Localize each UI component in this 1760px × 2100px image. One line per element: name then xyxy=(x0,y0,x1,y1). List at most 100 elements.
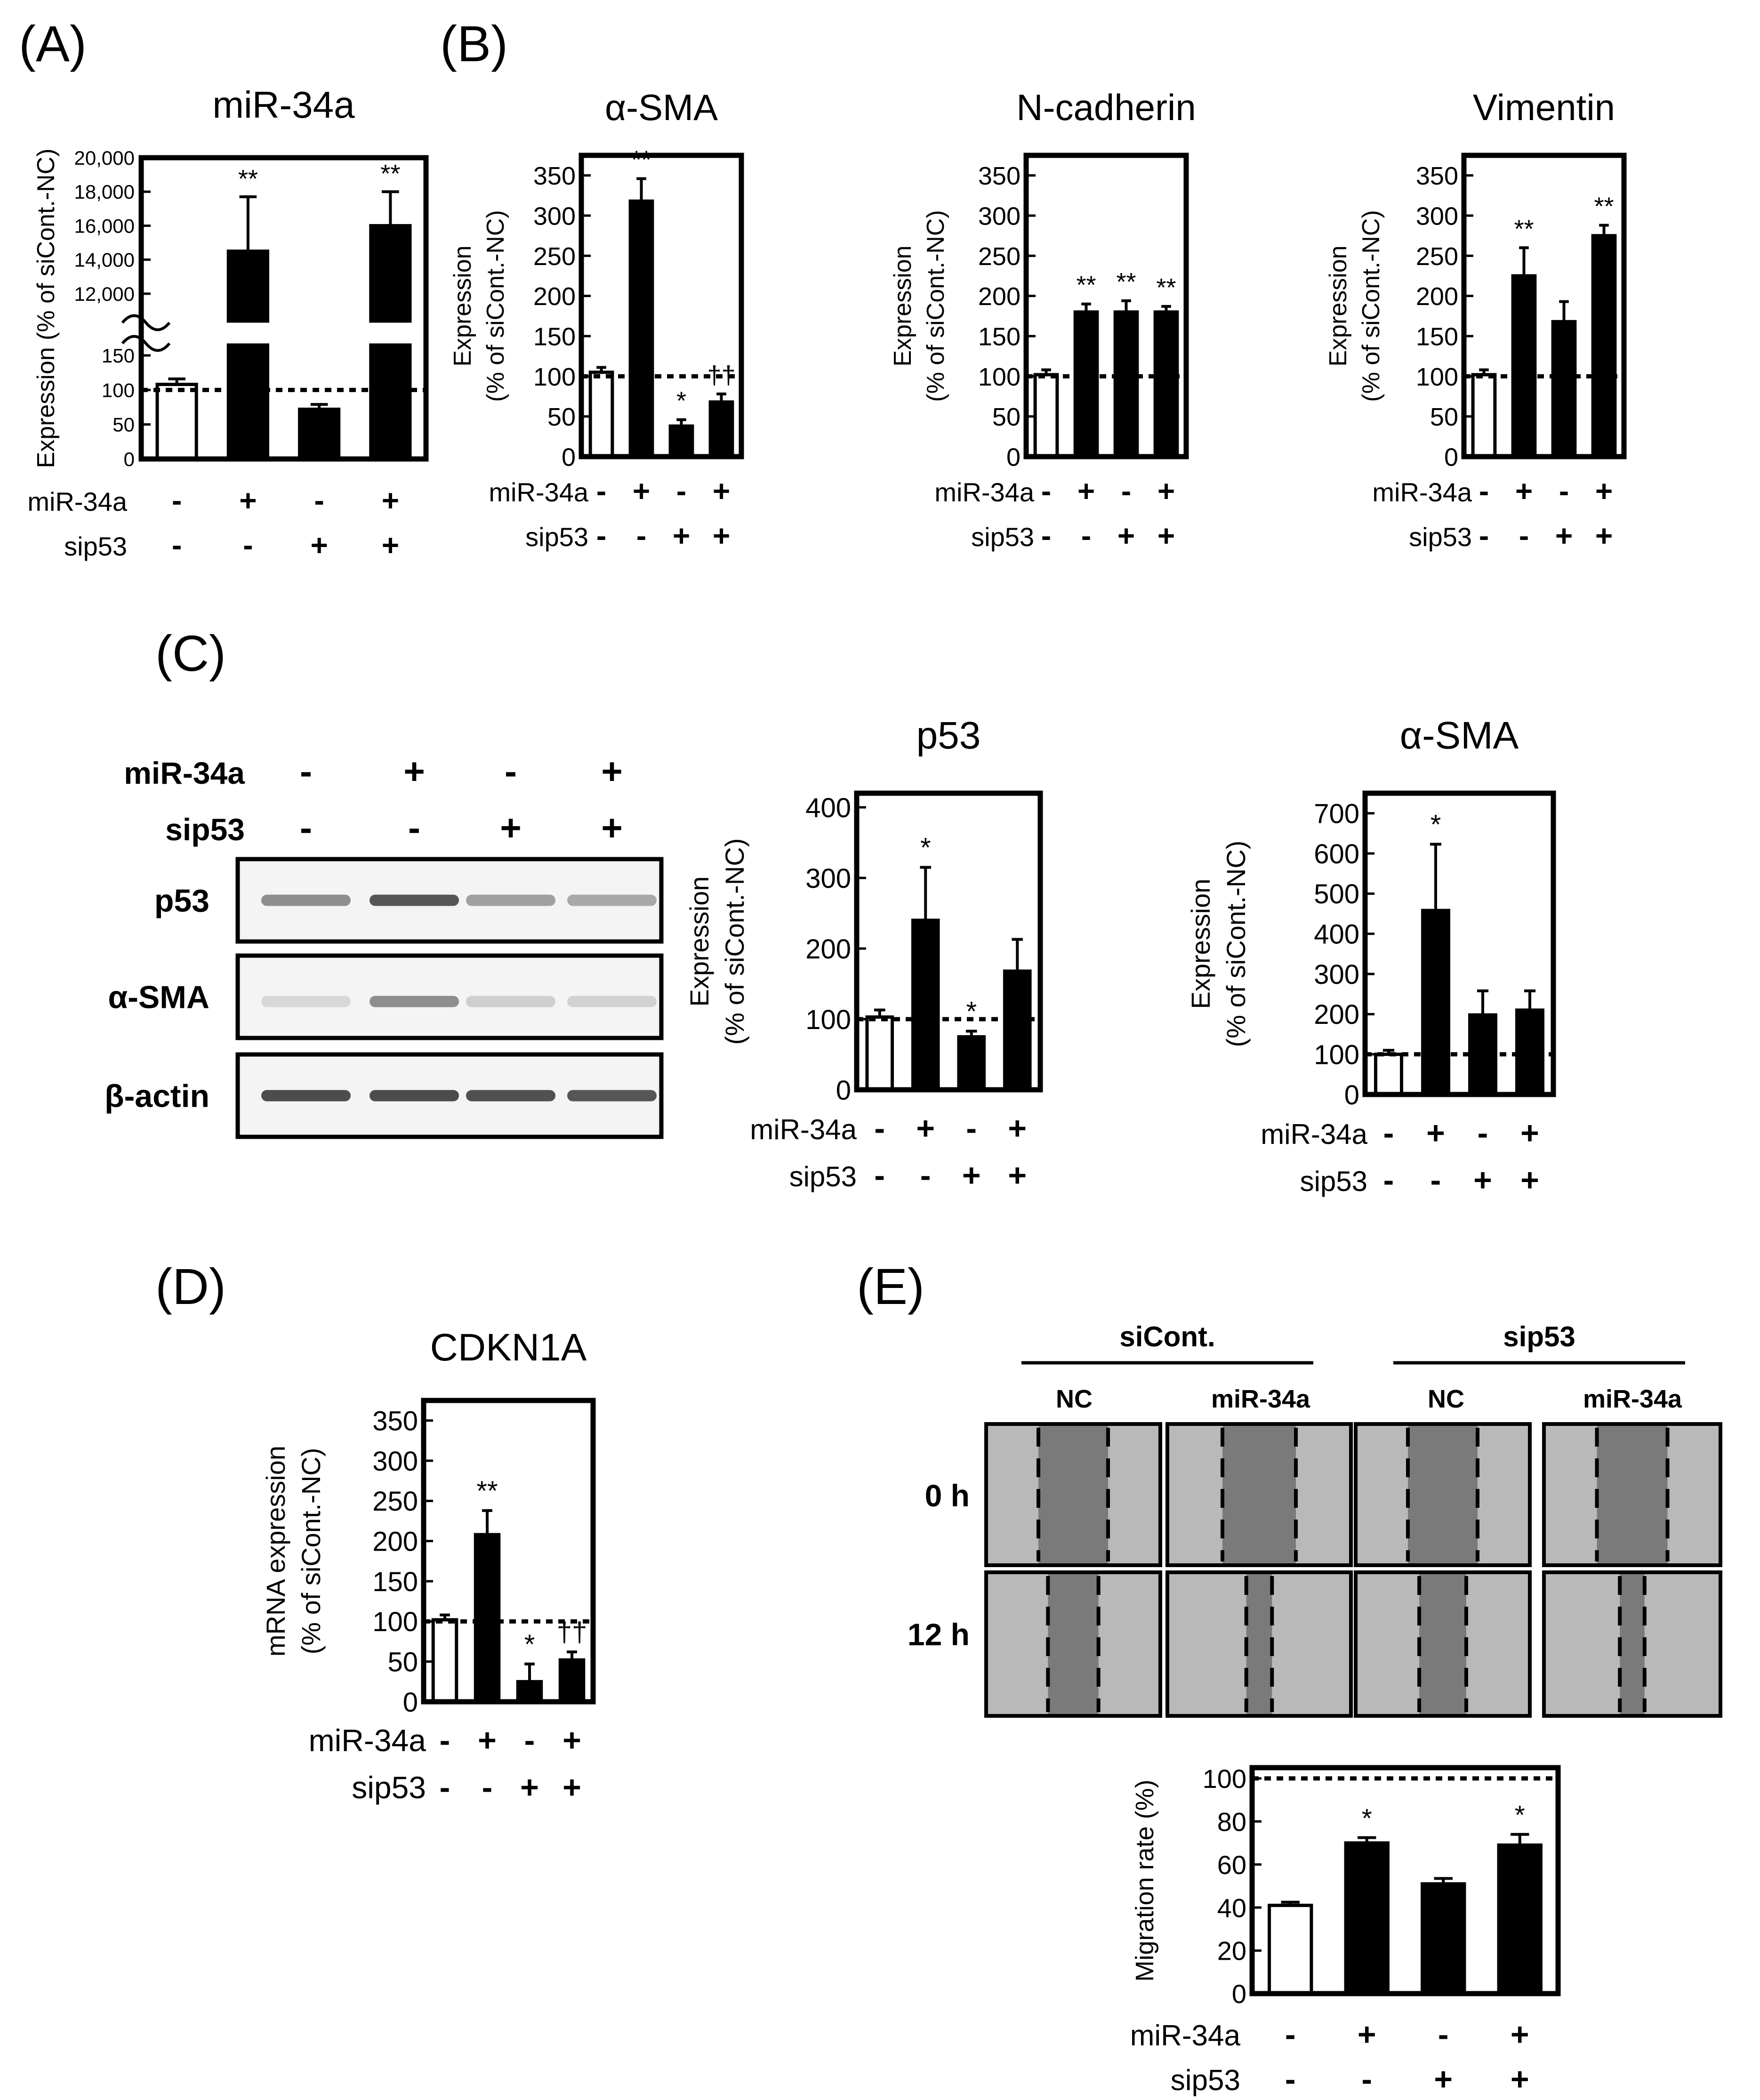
y-tick-label: 300 xyxy=(372,1446,418,1477)
significance-mark: * xyxy=(966,997,977,1027)
wb-band xyxy=(466,894,555,906)
y-axis-label: Expression xyxy=(684,876,714,1006)
y-axis-label: Expression xyxy=(1186,878,1215,1009)
significance-mark: ** xyxy=(631,145,651,174)
wound-gap xyxy=(1038,1426,1108,1563)
condition-sign: - xyxy=(1285,2017,1296,2052)
y-axis-label: Expression xyxy=(889,245,916,366)
bar xyxy=(155,383,198,461)
chart-title: Vimentin xyxy=(1473,87,1615,128)
condition-label-mir34a: miR-34a xyxy=(1130,2020,1241,2052)
condition-sign: + xyxy=(563,1770,581,1805)
condition-sign: + xyxy=(1520,1115,1539,1151)
condition-sign: - xyxy=(1285,2061,1296,2097)
significance-mark: ** xyxy=(1594,192,1614,220)
bar xyxy=(957,1035,986,1092)
y-tick-label: 350 xyxy=(533,162,576,190)
condition-sign: + xyxy=(916,1110,935,1146)
condition-sign: - xyxy=(1121,474,1131,508)
condition-sign: - xyxy=(1519,519,1529,553)
y-tick-label: 500 xyxy=(1314,879,1359,909)
y-tick-label: 0 xyxy=(562,443,576,471)
y-tick-label: 50 xyxy=(387,1647,418,1678)
group-label-sicont: siCont. xyxy=(1119,1321,1215,1352)
bar xyxy=(708,400,734,459)
condition-label-mir34a: miR-34a xyxy=(27,487,127,516)
bar xyxy=(558,1658,586,1704)
wound-gap xyxy=(1048,1574,1099,1714)
y-tick-label: 250 xyxy=(1416,242,1458,271)
bar xyxy=(1268,1904,1313,1995)
bar xyxy=(1421,1882,1466,1995)
bar xyxy=(1551,320,1577,459)
y-tick-label: 300 xyxy=(533,202,576,230)
y-tick-label: 100 xyxy=(1203,1764,1246,1794)
condition-sign: - xyxy=(1431,1162,1441,1198)
condition-sign: - xyxy=(1383,1162,1394,1198)
wb-band xyxy=(261,1090,351,1102)
y-tick-label: 150 xyxy=(533,322,576,351)
plot-frame xyxy=(1249,1765,1561,1996)
bar xyxy=(226,249,269,461)
condition-sign: - xyxy=(1383,1115,1394,1151)
condition-sign: - xyxy=(1041,519,1051,553)
condition-sign: - xyxy=(636,519,646,553)
y-tick-label: 100 xyxy=(1314,1040,1359,1070)
condition-sign: + xyxy=(1117,519,1135,553)
wb-sign: + xyxy=(601,750,623,792)
condition-sign: + xyxy=(1511,2017,1529,2052)
wb-sign: - xyxy=(505,750,517,792)
y-tick-label: 150 xyxy=(1416,322,1458,351)
condition-sign: + xyxy=(713,474,730,508)
col-label-2: miR-34a xyxy=(1211,1385,1310,1413)
condition-label-mir34a: miR-34a xyxy=(1372,477,1472,507)
significance-mark: ** xyxy=(1156,274,1176,302)
panel-label-c: (C) xyxy=(155,625,226,682)
condition-label-mir34a: miR-34a xyxy=(934,477,1034,507)
significance-mark: ** xyxy=(238,165,258,193)
axis-break-band xyxy=(122,315,431,344)
condition-sign: + xyxy=(1434,2061,1453,2097)
condition-label-mir34a: miR-34a xyxy=(1261,1118,1367,1150)
significance-mark: ** xyxy=(476,1476,498,1506)
y-tick-label: 50 xyxy=(547,403,576,431)
significance-mark: ** xyxy=(380,160,400,188)
condition-sign: - xyxy=(1559,474,1569,508)
y-tick-label: 16,000 xyxy=(74,215,135,237)
y-tick-label: 200 xyxy=(805,934,851,965)
significance-mark: * xyxy=(920,833,931,863)
y-axis-label: Expression (% of siCont.-NC) xyxy=(32,148,60,468)
wb-band-label: β-actin xyxy=(104,1078,209,1114)
bar xyxy=(628,199,654,459)
condition-sign: - xyxy=(172,528,182,562)
wb-band xyxy=(370,894,459,906)
y-axis-label: (% of siCont.-NC) xyxy=(482,210,509,402)
condition-sign: + xyxy=(713,519,730,553)
bar xyxy=(1153,310,1179,459)
y-axis-label: (% of siCont.-NC) xyxy=(922,210,949,402)
condition-sign: + xyxy=(1358,2017,1376,2052)
bar xyxy=(1344,1841,1390,1995)
bar xyxy=(1073,310,1099,459)
significance-mark: ** xyxy=(1076,271,1096,299)
wb-sign: + xyxy=(403,750,425,792)
y-tick-label: 0 xyxy=(1344,1080,1359,1110)
condition-sign: - xyxy=(1479,519,1489,553)
wb-sign: - xyxy=(300,750,312,792)
group-label-sip53: sip53 xyxy=(1503,1321,1575,1352)
y-tick-label: 150 xyxy=(102,345,135,367)
y-tick-label: 20,000 xyxy=(74,147,135,169)
bar xyxy=(298,407,341,461)
y-tick-label: 250 xyxy=(372,1486,418,1517)
condition-sign: + xyxy=(1555,519,1573,553)
wb-band xyxy=(370,1090,459,1102)
condition-sign: + xyxy=(239,483,257,517)
y-tick-label: 60 xyxy=(1217,1850,1246,1880)
bar xyxy=(1033,373,1059,459)
significance-mark: * xyxy=(676,386,686,415)
panel-label-b: (B) xyxy=(440,15,508,72)
plot-frame xyxy=(421,1398,596,1705)
axis-break-mark xyxy=(121,335,171,352)
wb-band-label: α-SMA xyxy=(108,980,209,1015)
y-tick-label: 0 xyxy=(1006,443,1021,471)
